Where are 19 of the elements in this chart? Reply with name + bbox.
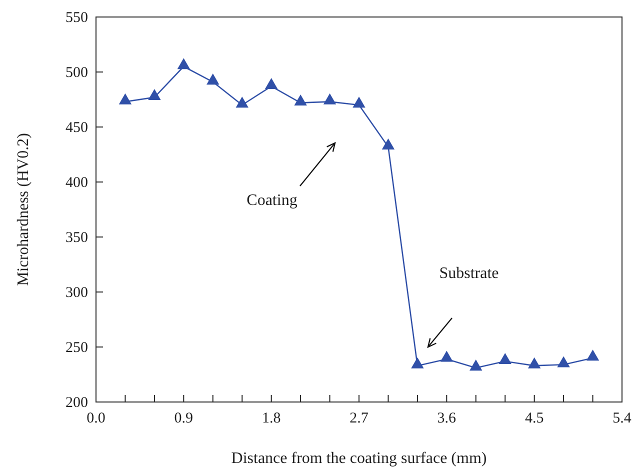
x-tick-label: 1.8 xyxy=(262,410,281,427)
y-tick-label: 350 xyxy=(66,230,88,246)
y-axis-title: Microhardness (HV0.2) xyxy=(15,133,32,286)
y-tick-label: 200 xyxy=(66,394,88,411)
x-tick-label: 0.9 xyxy=(174,410,194,427)
y-tick-label: 450 xyxy=(66,120,88,136)
x-tick-label: 0.0 xyxy=(86,410,106,427)
y-tick-label: 300 xyxy=(66,284,88,301)
y-tick-label: 400 xyxy=(66,174,88,191)
annotation: Substrate xyxy=(439,265,499,282)
y-tick-label: 500 xyxy=(66,64,88,81)
annotation: Coating xyxy=(246,192,298,209)
y-tick-label: 550 xyxy=(66,10,88,26)
x-axis-title: Distance from the coating surface (mm) xyxy=(231,450,487,467)
x-tick-label: 2.7 xyxy=(350,410,369,427)
y-tick-label: 250 xyxy=(66,340,88,356)
x-tick-label: 5.4 xyxy=(612,410,632,427)
x-tick-label: 3.6 xyxy=(437,410,457,427)
x-tick-label: 4.5 xyxy=(524,410,544,427)
